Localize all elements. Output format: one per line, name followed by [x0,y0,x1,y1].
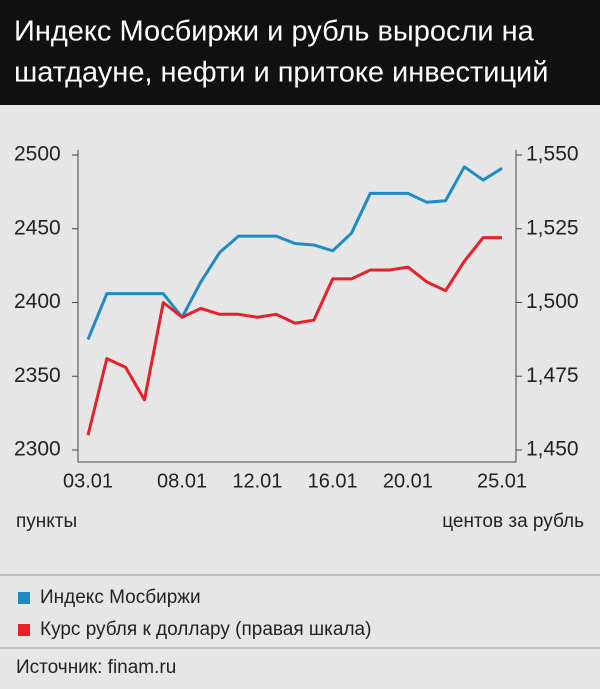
line [86,236,502,436]
chart-title: Индекс Мосбиржи и рубль выросли на [14,16,535,48]
y-tick-label: 2450 [14,216,61,239]
y2-tick-label: 1,500 [526,290,579,313]
chart-title: шатдауне, нефти и притоке инвестиций [14,57,548,89]
y2-tick-label: 1,525 [526,216,579,239]
x-tick-label: 16.01 [308,470,358,492]
legend-label: Индекс Мосбиржи [40,587,201,608]
x-tick-label: 03.01 [63,470,113,492]
x-tick-label: 08.01 [157,470,207,492]
y-tick-label: 2500 [14,143,61,166]
legend-swatch [18,592,30,604]
y-tick-label: 2400 [14,290,61,313]
x-tick-label: 25.01 [477,470,527,492]
y-tick-label: 2300 [14,438,61,461]
legend-swatch [18,624,30,636]
x-tick-label: 12.01 [232,470,282,492]
line [86,165,503,340]
legend-label: Курс рубля к доллару (правая шкала) [40,619,371,640]
y2-tick-label: 1,550 [526,143,579,166]
y2-axis-label: центов за рубль [442,511,584,532]
header [0,0,600,105]
y-tick-label: 2350 [14,364,61,387]
y2-tick-label: 1,450 [526,438,579,461]
x-tick-label: 20.01 [383,470,433,492]
y-axis-label: пункты [16,511,77,532]
y2-tick-label: 1,475 [526,364,579,387]
source: Источник: finam.ru [16,657,176,678]
